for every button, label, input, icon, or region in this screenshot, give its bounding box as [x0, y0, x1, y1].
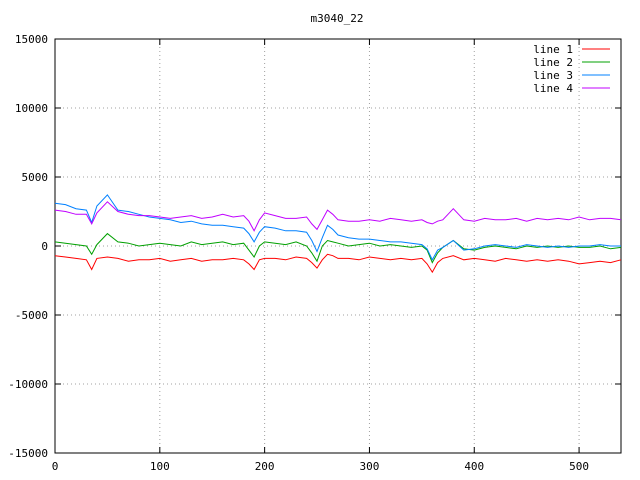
y-tick-label: -15000	[8, 447, 48, 460]
x-tick-label: 300	[360, 460, 380, 473]
legend-label: line 2	[533, 56, 573, 69]
legend-label: line 1	[533, 43, 573, 56]
series-line-3	[54, 194, 621, 261]
chart-title: m3040_22	[311, 12, 364, 25]
x-tick-label: 100	[150, 460, 170, 473]
y-tick-label: -10000	[8, 378, 48, 391]
legend-label: line 4	[533, 82, 573, 95]
y-tick-label: -5000	[15, 309, 48, 322]
y-tick-label: 15000	[15, 33, 48, 46]
x-tick-label: 0	[52, 460, 59, 473]
x-tick-label: 400	[464, 460, 484, 473]
series-line-4	[54, 201, 622, 232]
x-tick-label: 500	[569, 460, 589, 473]
grid	[55, 39, 621, 453]
x-tick-label: 200	[255, 460, 275, 473]
series-line-2	[54, 232, 622, 264]
legend-label: line 3	[533, 69, 573, 82]
y-tick-label: 10000	[15, 102, 48, 115]
axis-ticks: 0 100 200 300 400 500 -15000 -10000 -5000 0 5000 10…	[8, 33, 621, 473]
series-line-1	[54, 253, 622, 274]
series-group	[54, 194, 622, 274]
y-tick-label: 0	[41, 240, 48, 253]
y-tick-label: 5000	[22, 171, 49, 184]
